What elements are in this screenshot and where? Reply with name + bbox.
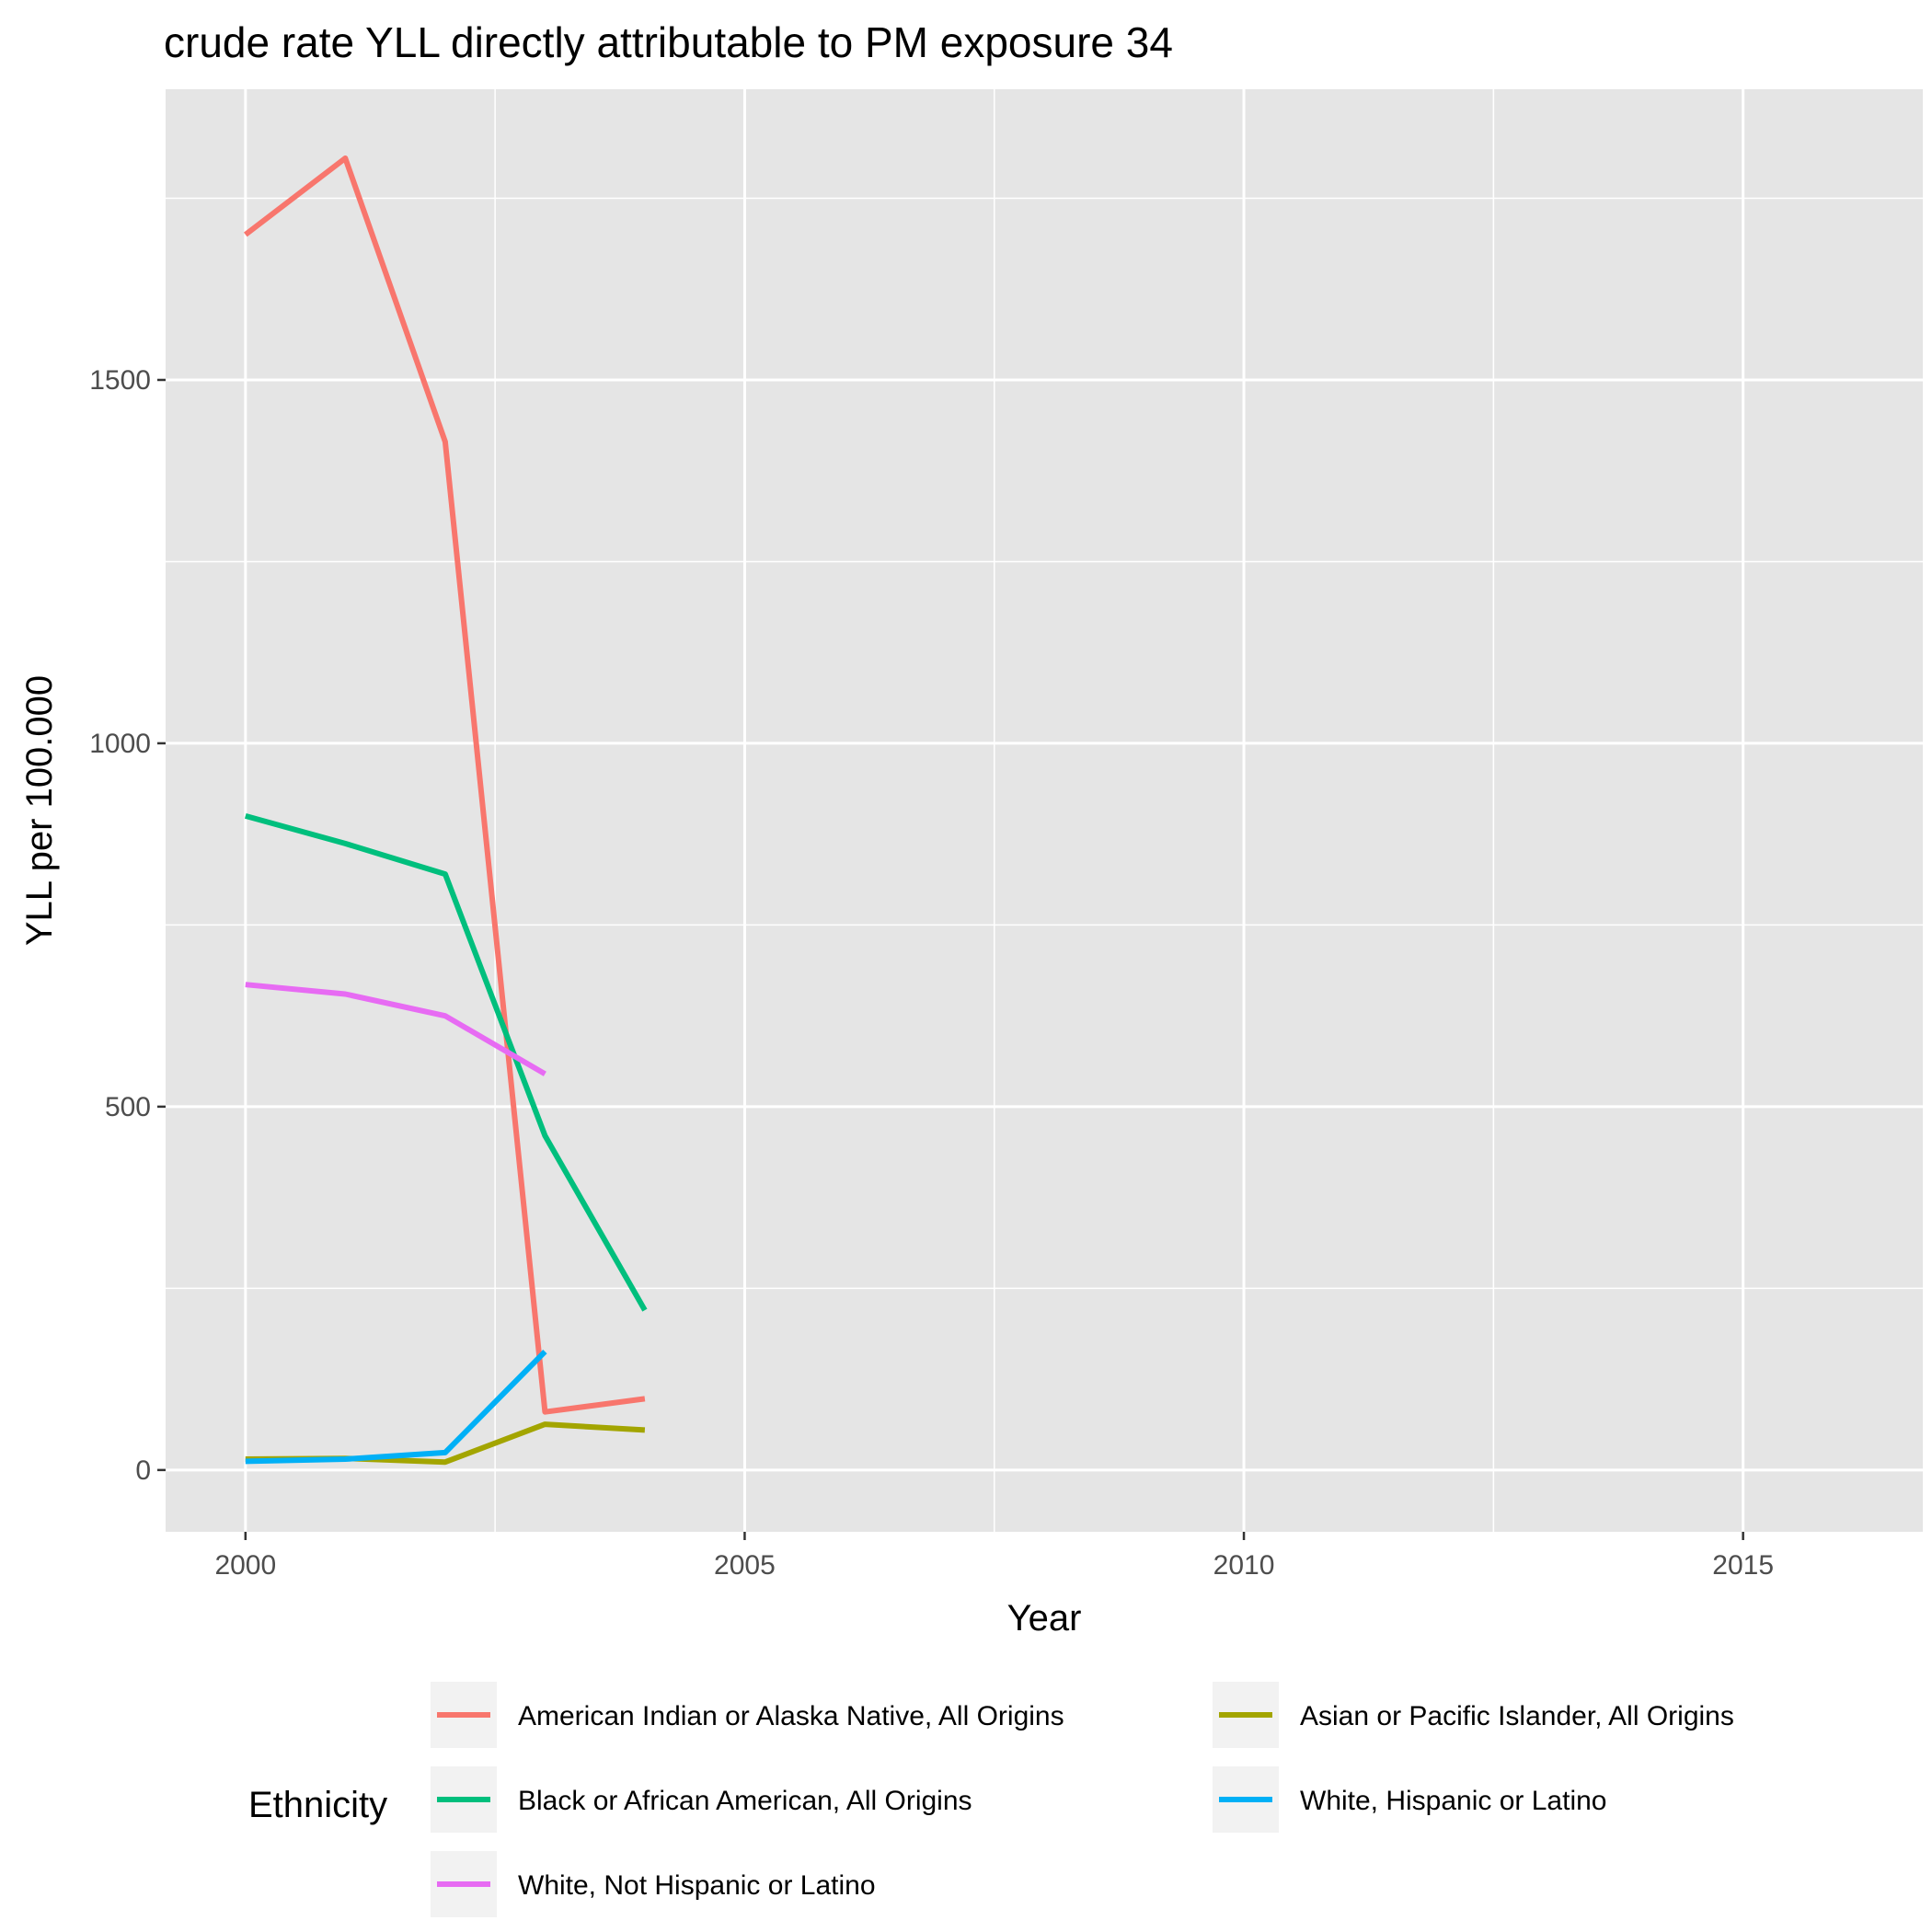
y-tick-label: 500	[105, 1092, 151, 1122]
y-tick-label: 1000	[89, 729, 151, 759]
x-axis: 2000 2005 2010 2015	[214, 1532, 1774, 1581]
y-tick-label: 0	[135, 1455, 151, 1486]
legend-label-1: Asian or Pacific Islander, All Origins	[1300, 1701, 1734, 1731]
x-axis-title: Year	[1007, 1598, 1082, 1639]
x-tick-label: 2010	[1213, 1550, 1275, 1581]
legend-label-0: American Indian or Alaska Native, All Or…	[518, 1701, 1064, 1731]
legend-label-3: White, Hispanic or Latino	[1300, 1786, 1607, 1816]
legend: Ethnicity American Indian or Alaska Nati…	[248, 1682, 1734, 1917]
legend-label-2: Black or African American, All Origins	[518, 1786, 972, 1816]
series-line-0	[243, 155, 646, 1415]
y-tick-label: 1500	[89, 365, 151, 396]
legend-label-4: White, Not Hispanic or Latino	[518, 1870, 876, 1901]
series-line-3	[245, 1349, 547, 1465]
x-tick-label: 2015	[1712, 1550, 1774, 1581]
y-axis: 0 500 1000 1500	[89, 365, 166, 1486]
x-tick-label: 2005	[714, 1550, 776, 1581]
plot-panel	[166, 89, 1923, 1532]
series-lines	[243, 155, 648, 1466]
major-gridlines	[166, 89, 1923, 1532]
series-line-2	[245, 813, 648, 1312]
y-axis-title: YLL per 100.000	[19, 675, 60, 946]
series-line-4	[245, 982, 546, 1076]
legend-title: Ethnicity	[248, 1785, 387, 1825]
chart-title: crude rate YLL directly attributable to …	[164, 18, 1173, 66]
x-tick-label: 2000	[214, 1550, 276, 1581]
